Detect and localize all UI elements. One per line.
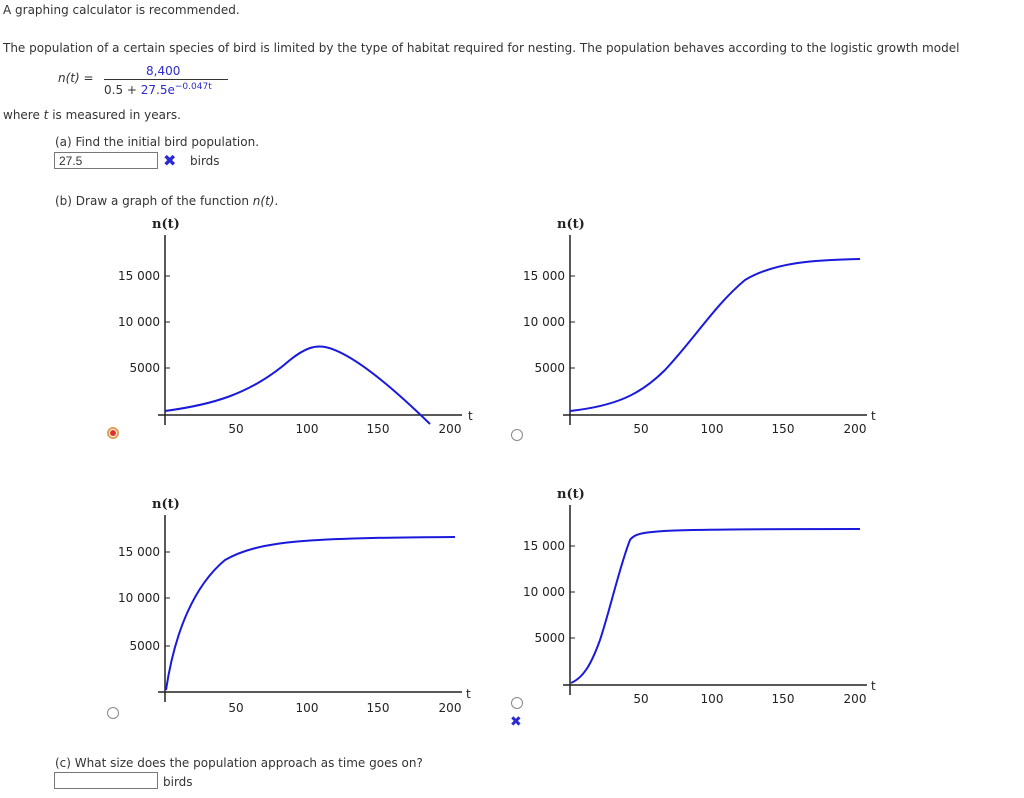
part-a-unit: birds — [190, 154, 220, 168]
x-axis-label: t — [871, 409, 876, 423]
part-c-answer-input[interactable] — [54, 772, 158, 789]
y-tick: 15 000 — [523, 269, 565, 283]
x-tick: 50 — [633, 692, 648, 706]
x-tick: 200 — [439, 422, 462, 436]
y-axis-label: n(t) — [152, 497, 180, 512]
where-var: t — [43, 108, 49, 122]
y-tick: 5000 — [129, 639, 160, 653]
x-tick: 50 — [633, 422, 648, 436]
formula-numerator: 8,400 — [146, 64, 181, 78]
part-a-question: (a) Find the initial bird population. — [55, 135, 260, 149]
y-tick: 10 000 — [523, 315, 565, 329]
x-tick: 50 — [228, 701, 243, 715]
y-axis-label: n(t) — [152, 217, 180, 232]
where-text: where t is measured in years. — [3, 108, 181, 122]
formula-denominator: 0.5 + 27.5e−0.047t — [104, 82, 212, 97]
y-tick: 5000 — [534, 361, 565, 375]
x-tick: 200 — [439, 701, 462, 715]
calculator-note: A graphing calculator is recommended. — [3, 3, 240, 17]
y-axis-label: n(t) — [557, 217, 585, 232]
graph-option-2-radio[interactable] — [511, 429, 523, 441]
x-tick: 150 — [367, 701, 390, 715]
graph-option-1: n(t) t 15 000 10 000 5000 50 100 150 200 — [118, 217, 473, 436]
denominator-exponent: −0.047t — [174, 82, 212, 92]
where-suffix: is measured in years. — [48, 108, 181, 122]
graph-option-3-radio[interactable] — [107, 707, 119, 719]
x-tick: 200 — [844, 422, 867, 436]
x-tick: 100 — [701, 692, 724, 706]
x-tick: 50 — [228, 422, 243, 436]
curve — [570, 528, 861, 684]
x-axis-label: t — [468, 409, 473, 423]
x-axis-label: t — [466, 687, 471, 701]
part-b-question: (b) Draw a graph of the function n(t). — [55, 194, 278, 208]
graph-option-3: n(t) t 15 000 10 000 5000 50 100 150 200 — [118, 497, 471, 715]
graph-option-1-radio[interactable] — [107, 427, 119, 439]
graph-option-4-radio[interactable] — [511, 697, 523, 709]
denominator-coef: 27.5e — [140, 83, 175, 97]
fraction-bar — [104, 79, 228, 80]
where-prefix: where — [3, 108, 44, 122]
y-tick: 10 000 — [523, 585, 565, 599]
curve — [165, 536, 456, 691]
y-axis-label: n(t) — [557, 487, 585, 502]
y-tick: 5000 — [534, 631, 565, 645]
x-tick: 150 — [772, 422, 795, 436]
y-tick: 10 000 — [118, 591, 160, 605]
part-c-question: (c) What size does the population approa… — [55, 756, 423, 770]
y-tick: 10 000 — [118, 315, 160, 329]
y-tick: 5000 — [129, 361, 160, 375]
part-c-unit: birds — [163, 775, 193, 789]
y-tick: 15 000 — [118, 545, 160, 559]
graph-option-4: n(t) t 15 000 10 000 5000 50 100 150 200 — [523, 487, 876, 706]
part-b-prefix: (b) Draw a graph of the function — [55, 194, 253, 208]
x-tick: 150 — [772, 692, 795, 706]
x-tick: 150 — [367, 422, 390, 436]
y-tick: 15 000 — [118, 269, 160, 283]
problem-intro: The population of a certain species of b… — [3, 41, 960, 55]
x-axis-label: t — [871, 679, 876, 693]
curve — [569, 258, 861, 412]
part-b-suffix: . — [274, 194, 279, 208]
y-tick: 15 000 — [523, 539, 565, 553]
formula-lhs: n(t) = — [58, 71, 94, 85]
x-tick: 200 — [844, 692, 867, 706]
curve — [164, 345, 431, 425]
part-b-fn: n(t) — [252, 194, 275, 208]
part-a-answer-input[interactable]: 27.5 — [54, 152, 158, 169]
x-tick: 100 — [701, 422, 724, 436]
x-tick: 100 — [296, 701, 319, 715]
graph-option-2: n(t) t 15 000 10 000 5000 50 100 150 200 — [523, 217, 876, 436]
incorrect-x-icon: ✖ — [163, 151, 177, 170]
denominator-const: 0.5 + — [104, 83, 141, 97]
formula-lhs-text: n(t) = — [58, 71, 94, 85]
x-tick: 100 — [296, 422, 319, 436]
incorrect-x-icon: ✖ — [510, 714, 522, 730]
